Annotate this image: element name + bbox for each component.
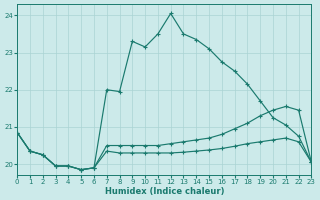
X-axis label: Humidex (Indice chaleur): Humidex (Indice chaleur) (105, 187, 224, 196)
